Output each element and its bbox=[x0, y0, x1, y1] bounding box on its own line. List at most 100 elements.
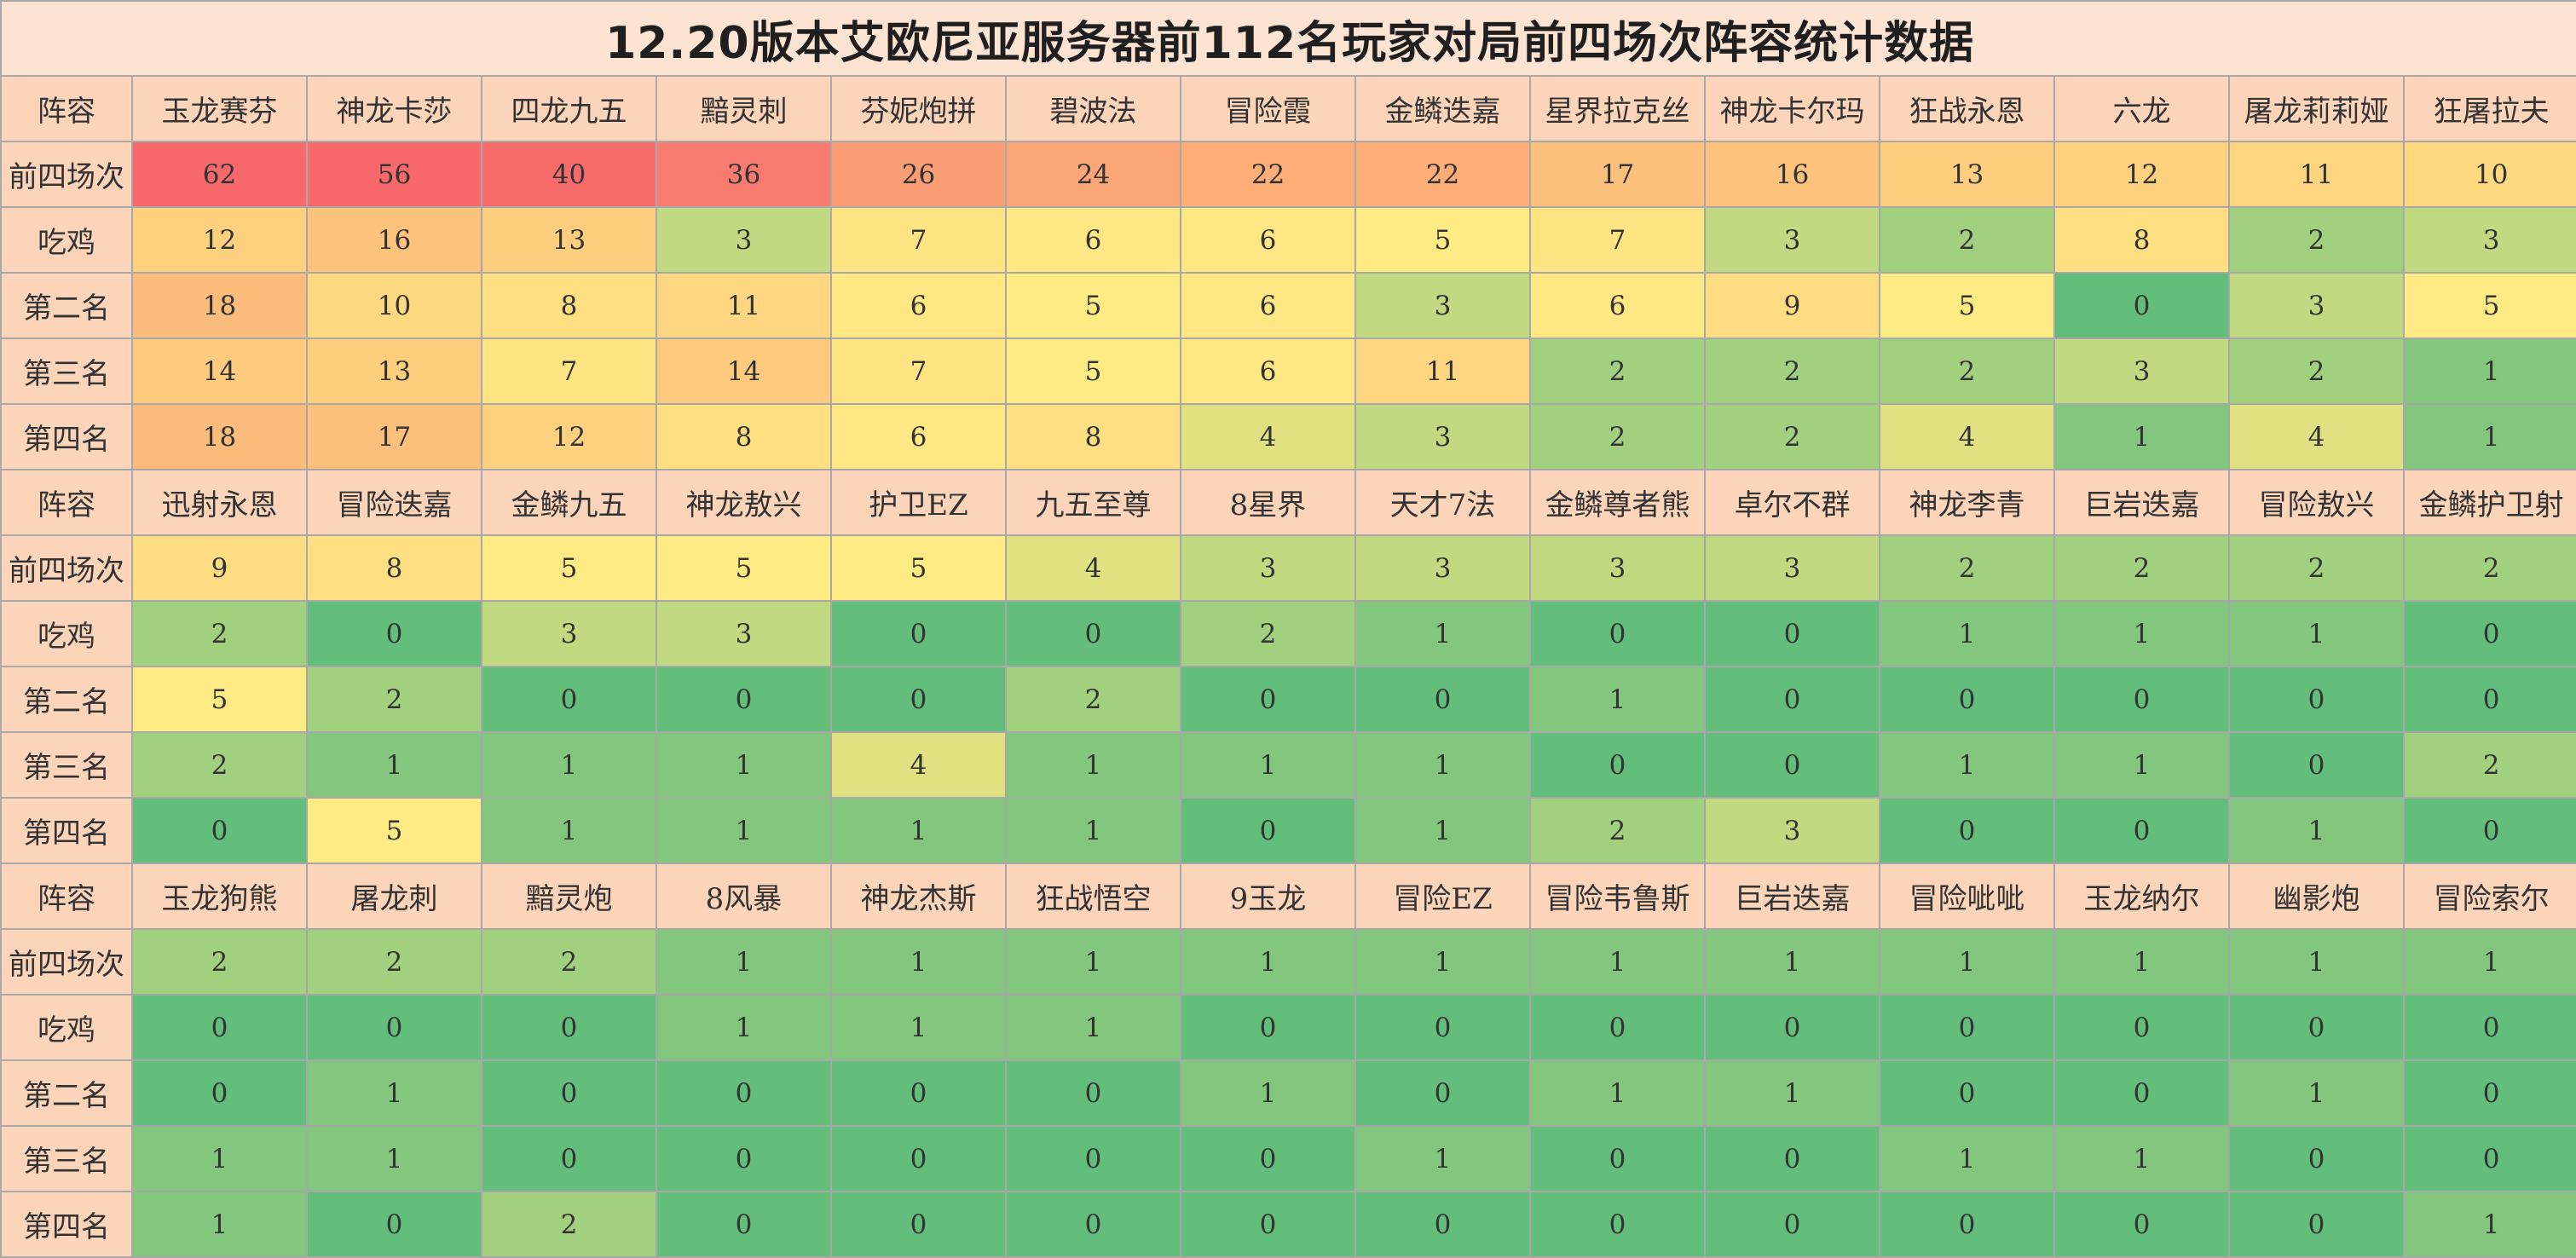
stat-value-cell: 1 bbox=[1005, 928, 1181, 995]
stat-value-cell: 5 bbox=[1879, 272, 2055, 339]
stat-row: 吃鸡 12 16 13 3 7 6 6 5 7 3 2 8 2 3 bbox=[0, 206, 2576, 274]
stat-value-cell: 1 bbox=[2228, 600, 2405, 667]
composition-name: 8星界 bbox=[1180, 469, 1356, 536]
stat-label: 吃鸡 bbox=[0, 206, 133, 274]
composition-header-row: 阵容 玉龙狗熊 屠龙刺 黯灵炮 8风暴 神龙杰斯 狂战悟空 9玉龙 冒险EZ 冒险韦鲁斯 巨岩迭嘉冒… bbox=[0, 863, 2576, 930]
stat-row: 前四场次 2 2 2 1 1 1 1 1 1 1 1 1 1 1 bbox=[0, 928, 2576, 995]
stat-value-cell: 0 bbox=[2053, 797, 2230, 864]
stat-value-cell: 7 bbox=[1529, 206, 1706, 274]
stat-value-cell: 8 bbox=[306, 534, 482, 602]
stat-value-cell: 2 bbox=[131, 600, 308, 667]
stat-value-cell: 8 bbox=[481, 272, 657, 339]
stat-value-cell: 0 bbox=[2402, 1125, 2576, 1192]
stat-value-cell: 1 bbox=[131, 1125, 308, 1192]
stat-value-cell: 1 bbox=[2053, 403, 2230, 470]
stat-value-cell: 1 bbox=[2053, 1125, 2230, 1192]
composition-name: 冒险霞 bbox=[1180, 75, 1356, 142]
composition-name: 金鳞九五 bbox=[481, 469, 657, 536]
stat-value-cell: 0 bbox=[830, 666, 1007, 733]
stat-value-cell: 4 bbox=[1005, 534, 1181, 602]
composition-name: 黯灵刺 bbox=[656, 75, 832, 142]
stat-value-cell: 0 bbox=[1704, 731, 1880, 799]
stat-value-cell: 17 bbox=[1529, 141, 1706, 208]
stat-value-cell: 0 bbox=[2053, 272, 2230, 339]
stat-label: 第二名 bbox=[0, 666, 133, 733]
stat-value-cell: 1 bbox=[1354, 600, 1531, 667]
stat-value-cell: 0 bbox=[1704, 600, 1880, 667]
composition-name: 9玉龙 bbox=[1180, 863, 1356, 930]
stat-value-cell: 2 bbox=[1529, 338, 1706, 405]
composition-name: 巨岩迭嘉 bbox=[2053, 469, 2230, 536]
stat-value-cell: 2 bbox=[131, 928, 308, 995]
stat-value-cell: 0 bbox=[656, 666, 832, 733]
stat-value-cell: 16 bbox=[306, 206, 482, 274]
stat-value-cell: 0 bbox=[2228, 994, 2405, 1061]
stat-value-cell: 2 bbox=[306, 928, 482, 995]
composition-name: 神龙李青 bbox=[1879, 469, 2055, 536]
stat-value-cell: 1 bbox=[1354, 928, 1531, 995]
stat-value-cell: 18 bbox=[131, 403, 308, 470]
stat-value-cell: 2 bbox=[1529, 403, 1706, 470]
stat-value-cell: 0 bbox=[830, 600, 1007, 667]
stat-label: 前四场次 bbox=[0, 141, 133, 208]
stat-value-cell: 0 bbox=[2402, 666, 2576, 733]
stat-value-cell: 0 bbox=[2053, 1059, 2230, 1127]
stat-value-cell: 2 bbox=[1529, 797, 1706, 864]
stat-value-cell: 0 bbox=[1879, 1191, 2055, 1258]
stat-row: 前四场次 62 56 40 36 26 24 22 22 17 16 13 12 11 10 bbox=[0, 141, 2576, 208]
stat-value-cell: 0 bbox=[1879, 797, 2055, 864]
stat-value-cell: 3 bbox=[1354, 403, 1531, 470]
row-header-label: 阵容 bbox=[0, 75, 133, 142]
stat-value-cell: 56 bbox=[306, 141, 482, 208]
stat-value-cell: 1 bbox=[1704, 1059, 1880, 1127]
stat-value-cell: 0 bbox=[1879, 666, 2055, 733]
stat-value-cell: 0 bbox=[1879, 994, 2055, 1061]
stat-value-cell: 8 bbox=[2053, 206, 2230, 274]
composition-name: 屠龙莉莉娅 bbox=[2228, 75, 2405, 142]
row-header-label: 阵容 bbox=[0, 863, 133, 930]
stat-value-cell: 2 bbox=[2402, 731, 2576, 799]
stat-value-cell: 6 bbox=[830, 272, 1007, 339]
stat-value-cell: 0 bbox=[830, 1125, 1007, 1192]
stat-value-cell: 0 bbox=[830, 1059, 1007, 1127]
chart-title: 12.20版本艾欧尼亚服务器前112名玩家对局前四场次阵容统计数据 bbox=[0, 0, 2576, 77]
stat-value-cell: 0 bbox=[1180, 666, 1356, 733]
stat-row: 第二名 5 2 0 0 0 2 0 0 1 0 0 0 0 0 bbox=[0, 666, 2576, 733]
stat-value-cell: 0 bbox=[1180, 1125, 1356, 1192]
stat-value-cell: 6 bbox=[1180, 272, 1356, 339]
stat-value-cell: 3 bbox=[1354, 534, 1531, 602]
stat-value-cell: 0 bbox=[1180, 1191, 1356, 1258]
stat-value-cell: 5 bbox=[481, 534, 657, 602]
stat-value-cell: 26 bbox=[830, 141, 1007, 208]
stat-value-cell: 0 bbox=[1354, 1059, 1531, 1127]
composition-name: 神龙卡尔玛 bbox=[1704, 75, 1880, 142]
stat-value-cell: 1 bbox=[1529, 666, 1706, 733]
stat-value-cell: 0 bbox=[1529, 994, 1706, 1061]
stat-value-cell: 1 bbox=[1354, 797, 1531, 864]
stat-value-cell: 1 bbox=[1354, 1125, 1531, 1192]
stat-label: 第四名 bbox=[0, 403, 133, 470]
stat-value-cell: 2 bbox=[481, 1191, 657, 1258]
stat-label: 第三名 bbox=[0, 731, 133, 799]
composition-name: 冒险韦鲁斯 bbox=[1529, 863, 1706, 930]
row-header-label: 阵容 bbox=[0, 469, 133, 536]
composition-name: 冒险敖兴 bbox=[2228, 469, 2405, 536]
stat-value-cell: 0 bbox=[2228, 731, 2405, 799]
stat-value-cell: 1 bbox=[481, 797, 657, 864]
stat-value-cell: 2 bbox=[1879, 534, 2055, 602]
stat-value-cell: 13 bbox=[481, 206, 657, 274]
stat-value-cell: 9 bbox=[131, 534, 308, 602]
stat-value-cell: 1 bbox=[1879, 600, 2055, 667]
stat-value-cell: 7 bbox=[830, 206, 1007, 274]
stat-value-cell: 1 bbox=[1879, 1125, 2055, 1192]
stat-value-cell: 0 bbox=[306, 600, 482, 667]
stat-value-cell: 1 bbox=[1879, 731, 2055, 799]
composition-name: 神龙卡莎 bbox=[306, 75, 482, 142]
composition-name: 狂战永恩 bbox=[1879, 75, 2055, 142]
stat-value-cell: 1 bbox=[306, 731, 482, 799]
stat-value-cell: 2 bbox=[2228, 206, 2405, 274]
composition-name: 芬妮炮拼 bbox=[830, 75, 1007, 142]
stat-value-cell: 0 bbox=[481, 1125, 657, 1192]
